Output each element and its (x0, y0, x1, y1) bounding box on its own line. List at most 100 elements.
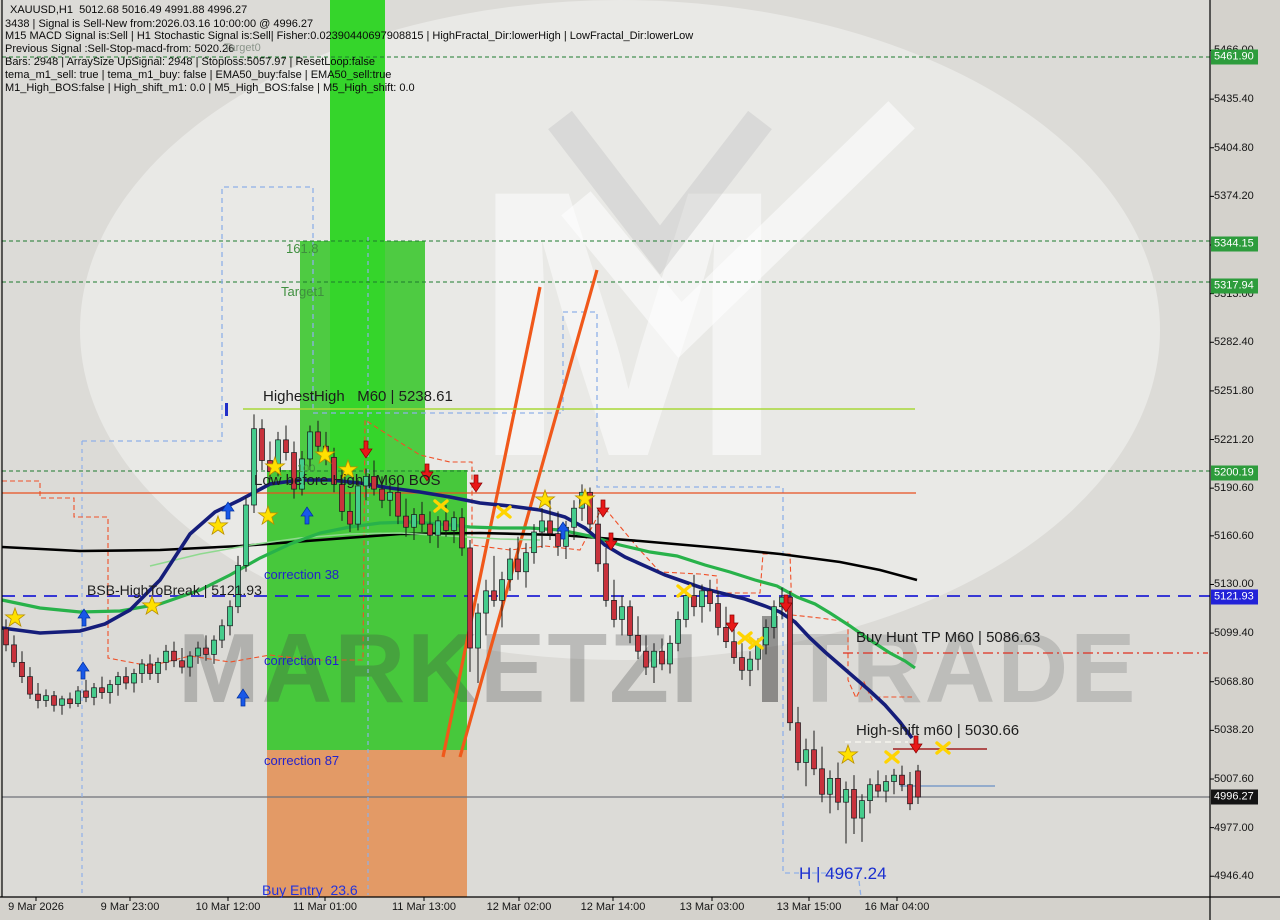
star-signal-icon (257, 504, 279, 526)
svg-text:MARKETZI: MARKETZI (178, 613, 700, 723)
candle-46 (371, 476, 377, 490)
sell-arrow-icon (596, 499, 610, 518)
svg-text:M: M (470, 111, 787, 536)
label-high-shift: High-shift m60 | 5030.66 (856, 722, 1020, 739)
candles[interactable] (3, 414, 921, 844)
candle-87 (699, 590, 705, 608)
stop-band-line (2, 419, 912, 701)
info-line-1: 3438 | Signal is Sell-New from:2026.03.1… (5, 17, 314, 30)
candle-90 (723, 627, 729, 643)
time-label: 12 Mar 02:00 (486, 901, 552, 913)
sell-arrow-icon (469, 474, 483, 493)
candle-95 (763, 627, 769, 646)
price-tick-5374.20: 5374.20 (1214, 190, 1254, 203)
sell-arrow-icon (604, 532, 618, 551)
candle-57 (459, 517, 465, 549)
candle-17 (139, 663, 145, 674)
candle-103 (827, 778, 833, 795)
price-tick-5130.00: 5130.00 (1214, 578, 1254, 591)
candle-12 (99, 687, 105, 693)
candle-6 (51, 695, 57, 706)
buy-entry-zone (267, 750, 467, 897)
candle-78 (627, 606, 633, 636)
ma-black-line (1, 531, 918, 582)
candle-91 (731, 641, 737, 658)
candle-55 (443, 520, 449, 531)
fractal-channel-band (82, 186, 862, 898)
candle-68 (547, 520, 553, 534)
candle-36 (291, 452, 297, 490)
candle-52 (419, 514, 425, 525)
trendline-a[interactable] (441, 286, 542, 758)
candle-114 (915, 770, 921, 798)
label-buy-hunt-tp: Buy Hunt TP M60 | 5086.63 (856, 629, 1041, 646)
label-correction-87: correction 87 (264, 753, 340, 768)
fib-zone-low (267, 470, 467, 750)
candle-16 (131, 673, 137, 684)
info-line-5: tema_m1_sell: true | tema_m1_buy: false … (5, 69, 392, 82)
candle-108 (867, 784, 873, 801)
candle-11 (91, 687, 97, 698)
candle-56 (451, 517, 457, 531)
trendline-b[interactable] (458, 269, 599, 758)
price-tick-5190.60: 5190.60 (1214, 482, 1254, 495)
time-label: 10 Mar 12:00 (195, 901, 261, 913)
candle-44 (355, 485, 361, 525)
candle-8 (67, 698, 73, 705)
candle-66 (531, 531, 537, 554)
price-tick-5038.20: 5038.20 (1214, 724, 1254, 737)
watermark-brand: MARKETZI TRADE (178, 613, 1136, 723)
candle-26 (211, 639, 217, 655)
candle-15 (123, 676, 129, 684)
buy-arrow-icon (77, 608, 91, 627)
info-line-3: Previous Signal :Sell-Stop-macd-from: 50… (5, 43, 235, 56)
candle-41 (331, 456, 337, 485)
candle-4 (35, 693, 41, 701)
candle-21 (171, 650, 177, 662)
label-bsb-high-to-break: BSB-HighToBreak | 5121.93 (87, 582, 262, 598)
price-tick-5099.40: 5099.40 (1214, 627, 1254, 640)
time-label: 13 Mar 15:00 (776, 901, 842, 913)
info-line-4: Bars: 2948 | ArraySize UpSignal: 2948 | … (5, 56, 375, 69)
star-signal-icon (141, 594, 163, 616)
candle-96 (771, 606, 777, 628)
label-fib-100: 100 (297, 463, 316, 475)
time-label: 9 Mar 2026 (8, 901, 64, 913)
candle-71 (571, 507, 577, 528)
star-signal-icon (207, 514, 229, 536)
price-tick-5221.20: 5221.20 (1214, 433, 1254, 446)
candle-83 (667, 642, 673, 665)
plot-background (2, 0, 1210, 897)
candle-100 (803, 749, 809, 763)
candle-73 (587, 491, 593, 525)
candle-65 (523, 552, 529, 573)
candle-51 (411, 514, 417, 528)
candle-58 (467, 547, 473, 649)
candle-22 (179, 660, 185, 668)
star-signal-icon (314, 443, 336, 465)
candle-13 (107, 684, 113, 693)
label-correction-61: correction 61 (264, 653, 340, 668)
candle-84 (675, 619, 681, 644)
price-tick-5435.40: 5435.40 (1214, 93, 1254, 106)
candle-63 (507, 558, 513, 581)
candle-19 (155, 661, 161, 674)
candle-47 (379, 488, 385, 501)
candle-105 (843, 789, 849, 803)
signal-markers (4, 403, 951, 765)
candle-113 (907, 784, 913, 805)
candle-111 (891, 774, 897, 782)
candle-67 (539, 520, 545, 533)
candle-28 (227, 606, 233, 627)
fib-zone-top (330, 0, 385, 470)
candle-1 (11, 644, 17, 663)
buy-arrow-icon (76, 661, 90, 680)
candle-54 (435, 520, 441, 536)
candle-32 (259, 428, 265, 461)
price-tick-4946.40: 4946.40 (1214, 870, 1254, 883)
time-label: 12 Mar 14:00 (580, 901, 646, 913)
info-line-6: M1_High_BOS:false | High_shift_m1: 0.0 |… (5, 82, 415, 94)
candle-29 (235, 565, 241, 608)
